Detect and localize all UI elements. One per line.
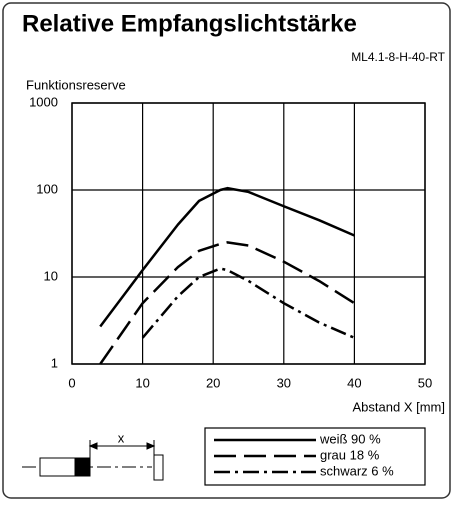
chart-subtitle: ML4.1-8-H-40-RT [351,50,445,64]
dim-arrows [88,442,156,450]
series-line [99,241,356,365]
sensor-body [39,457,76,477]
x-tick-label: 40 [347,375,361,390]
x-tick-label: 20 [206,375,220,390]
outer-border [2,2,451,499]
sensor-lens [74,457,91,477]
y-tick-label: 1000 [29,94,58,109]
reflector [153,454,164,481]
x-tick-label: 0 [68,375,75,390]
legend-label: weiß 90 % [319,431,381,446]
x-tick-label: 10 [135,375,149,390]
x-axis-label: Abstand X [mm] [353,399,445,414]
y-tick-label: 1 [51,355,58,370]
x-tick-label: 30 [277,375,291,390]
x-tick-label: 50 [418,375,432,390]
legend-label: grau 18 % [320,447,380,462]
chart-title: Relative Empfangslichtstärke [22,10,357,37]
y-tick-label: 100 [36,181,58,196]
setup-diagram [22,440,164,481]
series-line [99,186,355,328]
plot-frame [71,102,426,365]
legend-box [204,427,426,486]
y-tick-label: 10 [44,268,58,283]
y-axis-label: Funktionsreserve [26,77,126,92]
diagram-label: x [118,430,125,445]
series-line [141,267,355,339]
legend-label: schwarz 6 % [320,463,394,478]
